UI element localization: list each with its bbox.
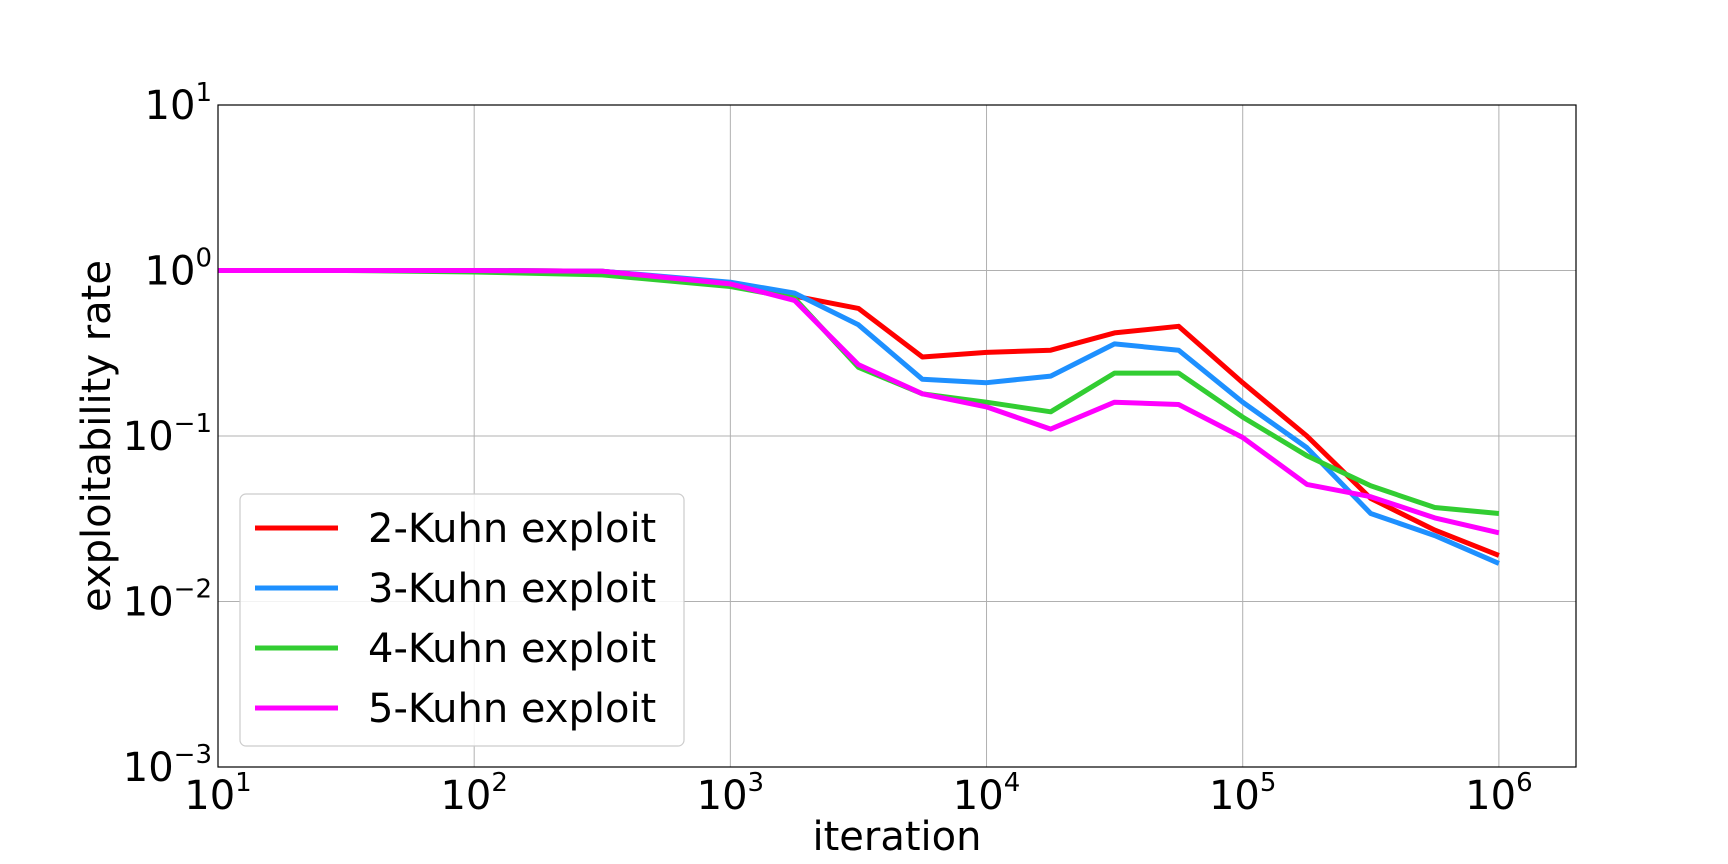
- series-lines: [218, 268, 1500, 566]
- y-tick-label: 10−1: [123, 409, 212, 460]
- legend-box: [239, 493, 685, 747]
- legend: 2-Kuhn exploit 3-Kuhn exploit 4-Kuhn explo…: [239, 493, 685, 747]
- x-axis-label: iteration: [813, 814, 982, 860]
- y-tick-label: 10−2: [123, 575, 212, 626]
- legend-label: 3-Kuhn exploit: [368, 566, 656, 612]
- y-tick-label: 10−3: [123, 740, 212, 791]
- x-tick-labels: 101 102 103 104 105 106: [184, 768, 1532, 819]
- series-line: [218, 268, 1500, 536]
- plot-frame: [217, 104, 1577, 768]
- x-tick-label: 102: [440, 768, 507, 819]
- x-tick-label: 105: [1209, 768, 1276, 819]
- legend-label: 5-Kuhn exploit: [368, 686, 656, 732]
- y-tick-labels: 101 100 10−1 10−2 10−3: [123, 78, 212, 791]
- series-line: [218, 268, 1500, 516]
- y-tick-label: 101: [145, 78, 212, 129]
- x-tick-label: 104: [953, 768, 1020, 819]
- x-tick-label: 103: [697, 768, 764, 819]
- legend-label: 2-Kuhn exploit: [368, 506, 656, 552]
- y-axis-label: exploitability rate: [74, 260, 120, 612]
- x-tick-label: 101: [184, 768, 251, 819]
- y-tick-label: 100: [145, 244, 212, 295]
- x-tick-label: 106: [1465, 768, 1532, 819]
- legend-label: 4-Kuhn exploit: [368, 626, 656, 672]
